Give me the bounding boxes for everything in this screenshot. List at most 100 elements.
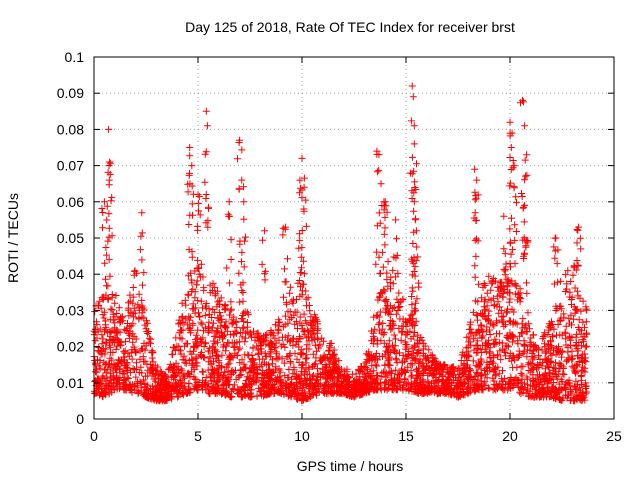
data-point	[567, 388, 575, 396]
data-point	[404, 350, 412, 358]
data-point	[239, 297, 247, 305]
data-point	[261, 270, 269, 278]
data-point	[204, 217, 212, 225]
data-point	[520, 250, 528, 258]
data-point	[186, 211, 194, 219]
data-point	[401, 368, 409, 376]
data-point	[476, 346, 484, 354]
data-point	[411, 263, 419, 271]
data-point	[190, 305, 198, 313]
data-point	[272, 363, 280, 371]
data-point	[228, 393, 236, 400]
data-point	[548, 351, 556, 359]
data-point	[172, 334, 180, 342]
data-point	[544, 362, 552, 370]
data-point	[389, 341, 396, 349]
data-point	[402, 340, 410, 348]
data-point	[240, 360, 248, 368]
data-point	[388, 385, 396, 393]
data-point	[202, 195, 210, 202]
data-point	[298, 264, 305, 272]
data-point	[170, 374, 177, 381]
data-point	[274, 355, 282, 363]
data-point	[224, 339, 232, 347]
data-point	[327, 388, 335, 396]
data-point	[425, 379, 433, 387]
data-point	[565, 314, 573, 322]
data-point	[237, 393, 245, 401]
data-point	[207, 374, 214, 382]
data-point	[207, 383, 215, 391]
data-point	[274, 386, 282, 394]
data-point	[452, 374, 459, 381]
data-point	[118, 358, 126, 366]
data-point	[398, 329, 406, 337]
data-point	[384, 282, 392, 290]
data-point	[508, 338, 516, 346]
data-point	[534, 361, 542, 368]
data-point	[392, 354, 400, 362]
data-point	[391, 374, 398, 382]
data-point	[519, 349, 527, 357]
y-tick-label: 0.06	[57, 194, 84, 210]
data-point	[410, 259, 418, 267]
data-point	[138, 296, 146, 304]
data-point	[298, 244, 306, 252]
data-point	[555, 360, 563, 368]
data-point	[209, 319, 217, 327]
data-point	[382, 202, 390, 210]
data-point	[233, 352, 241, 360]
data-point	[106, 272, 114, 280]
data-point	[456, 365, 464, 373]
data-point	[471, 236, 479, 244]
data-point	[281, 265, 288, 273]
data-point	[520, 340, 528, 348]
data-point	[141, 321, 149, 329]
data-point	[410, 268, 418, 275]
data-point	[297, 283, 304, 291]
data-point	[105, 233, 113, 241]
data-point	[109, 383, 117, 391]
data-point	[572, 341, 580, 349]
data-point	[296, 269, 304, 276]
data-point	[138, 229, 146, 237]
data-point	[147, 361, 155, 369]
data-point	[102, 339, 110, 347]
y-tick-label: 0.01	[57, 375, 84, 391]
data-point	[262, 391, 270, 399]
data-point	[105, 390, 113, 398]
data-point	[178, 299, 186, 307]
data-point	[229, 330, 237, 338]
data-point	[573, 391, 581, 399]
data-point	[179, 373, 187, 381]
data-point	[576, 234, 584, 242]
data-point	[478, 349, 486, 356]
data-point	[392, 335, 399, 343]
data-point	[381, 241, 389, 249]
data-point	[138, 345, 145, 353]
data-point	[381, 213, 389, 221]
data-point	[473, 176, 481, 184]
data-point	[235, 269, 243, 277]
data-point	[281, 343, 289, 351]
data-point	[331, 355, 339, 363]
data-point	[362, 382, 370, 390]
data-point	[422, 366, 429, 374]
data-point	[542, 356, 550, 364]
data-point	[281, 278, 289, 286]
data-point	[421, 388, 429, 396]
data-point	[258, 339, 265, 347]
data-point	[499, 293, 507, 301]
y-tick-label: 0.09	[57, 85, 84, 101]
data-point	[221, 331, 228, 339]
data-point	[252, 370, 260, 377]
data-point	[376, 381, 384, 389]
data-point	[448, 363, 456, 371]
data-point	[222, 390, 230, 398]
data-point	[399, 322, 407, 330]
data-point	[170, 344, 178, 351]
data-point	[474, 191, 482, 199]
data-point	[134, 301, 142, 309]
data-point	[444, 373, 452, 381]
